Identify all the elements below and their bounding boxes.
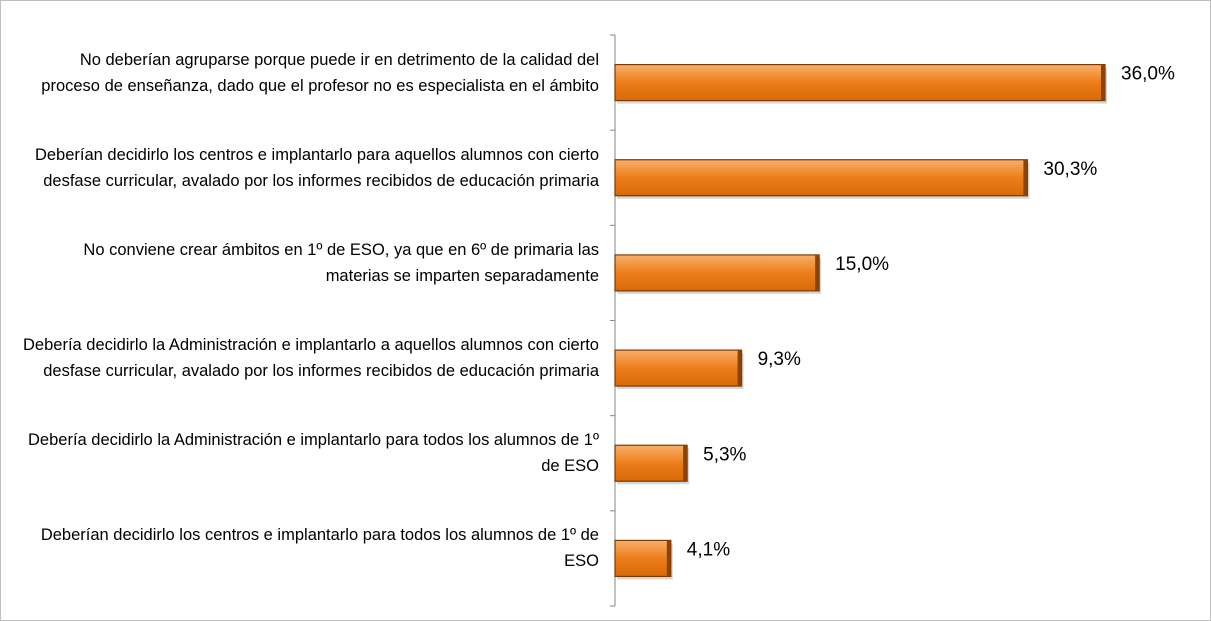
bar-end <box>737 350 742 387</box>
bar <box>614 349 743 387</box>
bar <box>614 539 672 578</box>
bar-end <box>815 254 820 291</box>
bar-end <box>683 445 688 482</box>
category-label: No deberían agruparse porque puede ir en… <box>41 50 599 95</box>
value-label: 15,0% <box>835 254 889 275</box>
category-label: Deberían decidirlo los centros e implant… <box>34 145 599 190</box>
value-label: 36,0% <box>1121 64 1175 85</box>
bar-end <box>1101 64 1105 101</box>
category-label: Deberían decidirlo los centros e implant… <box>40 526 599 571</box>
category-label: Debería decidirlo la Administración e im… <box>28 431 599 476</box>
value-label: 30,3% <box>1043 159 1097 180</box>
category-label: No conviene crear ámbitos en 1º de ESO, … <box>83 240 599 285</box>
bar <box>614 63 1106 102</box>
bar <box>614 159 1029 197</box>
bar <box>614 254 820 292</box>
value-label: 5,3% <box>703 444 746 465</box>
value-label: 9,3% <box>758 349 801 370</box>
bar-end <box>1023 159 1028 196</box>
value-label: 4,1% <box>687 539 730 560</box>
bar-end <box>666 540 671 577</box>
bar <box>614 444 688 482</box>
category-label: Debería decidirlo la Administración e im… <box>23 336 599 381</box>
